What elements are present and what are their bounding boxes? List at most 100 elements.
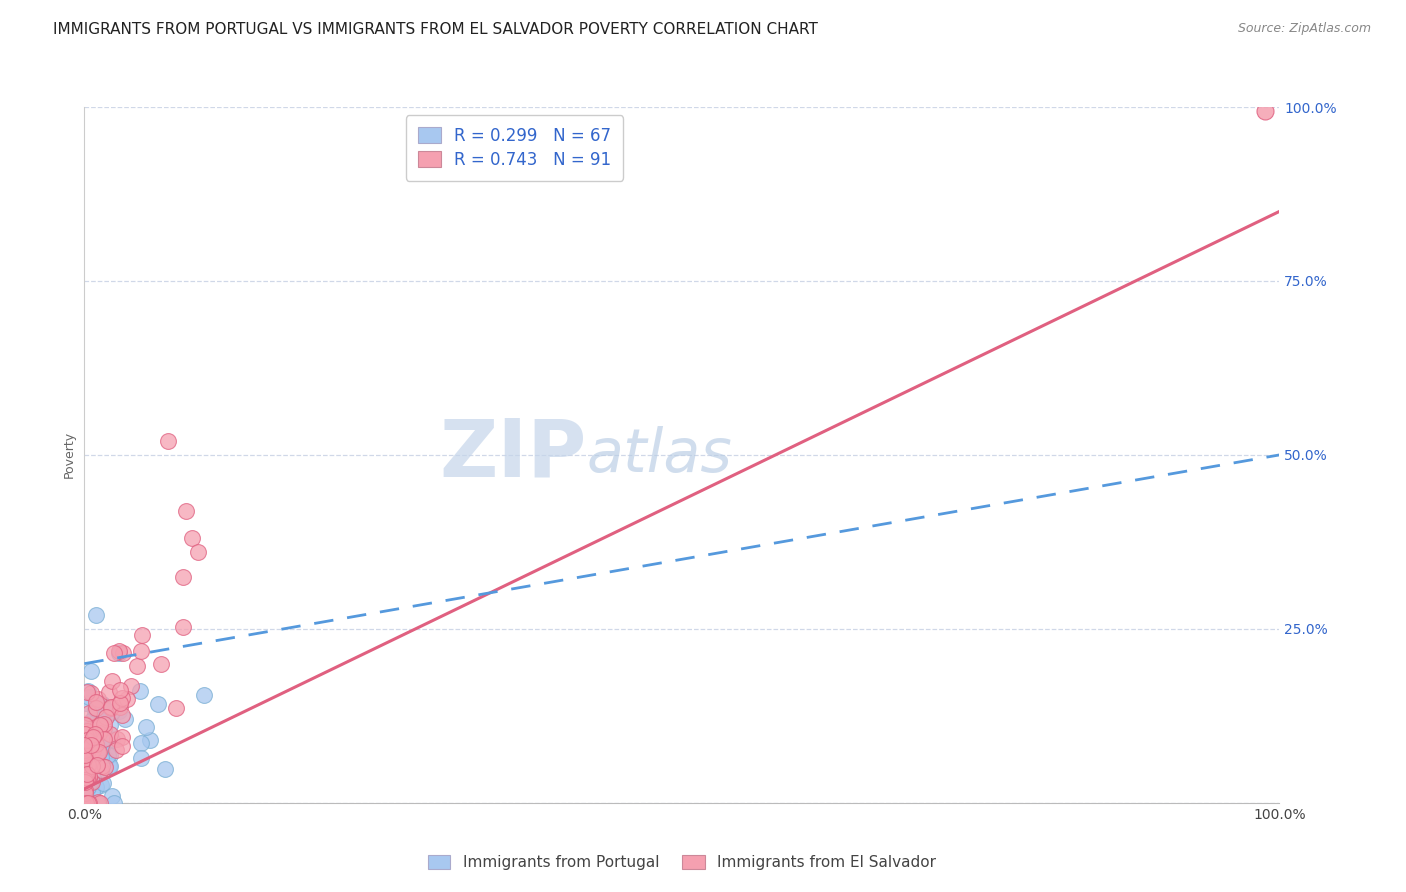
Point bbox=[87, 718, 110, 732]
Point bbox=[77, 769, 100, 783]
Point bbox=[77, 690, 100, 704]
Point bbox=[96, 752, 118, 766]
Point bbox=[129, 736, 152, 750]
Point bbox=[100, 732, 122, 747]
Point bbox=[90, 749, 112, 764]
Point bbox=[73, 717, 96, 731]
Point bbox=[187, 545, 209, 559]
Point bbox=[76, 738, 98, 752]
Point bbox=[101, 732, 124, 747]
Point bbox=[77, 684, 100, 698]
Point bbox=[93, 721, 115, 735]
Point bbox=[103, 646, 125, 660]
Point bbox=[103, 796, 125, 810]
Point bbox=[87, 726, 110, 740]
Point bbox=[75, 748, 97, 763]
Point bbox=[91, 698, 114, 712]
Point bbox=[84, 706, 107, 721]
Point bbox=[91, 776, 114, 790]
Point bbox=[115, 692, 138, 706]
Point bbox=[90, 764, 112, 778]
Point bbox=[75, 762, 97, 776]
Point bbox=[77, 771, 100, 785]
Point bbox=[91, 697, 114, 711]
Point bbox=[94, 703, 117, 717]
Point bbox=[98, 718, 121, 732]
Point bbox=[89, 747, 111, 761]
Point bbox=[86, 746, 108, 760]
Point bbox=[73, 748, 96, 763]
Point bbox=[111, 691, 134, 706]
Point bbox=[73, 757, 96, 772]
Point bbox=[77, 757, 100, 772]
Point bbox=[87, 720, 110, 734]
Point bbox=[73, 738, 96, 752]
Point bbox=[84, 727, 107, 741]
Point bbox=[73, 740, 96, 755]
Point bbox=[86, 757, 108, 772]
Point bbox=[181, 532, 204, 546]
Point bbox=[75, 753, 97, 767]
Text: atlas: atlas bbox=[586, 425, 733, 484]
Point bbox=[111, 707, 134, 722]
Point bbox=[77, 796, 100, 810]
Point bbox=[93, 717, 115, 731]
Point bbox=[80, 721, 103, 735]
Point bbox=[100, 700, 122, 714]
Point bbox=[98, 726, 121, 740]
Point bbox=[1254, 103, 1277, 118]
Point bbox=[129, 750, 152, 764]
Point bbox=[75, 736, 97, 750]
Point bbox=[86, 747, 108, 762]
Point bbox=[107, 644, 129, 658]
Point bbox=[76, 746, 98, 760]
Point bbox=[73, 769, 96, 783]
Point bbox=[77, 780, 100, 795]
Point bbox=[90, 778, 112, 792]
Point bbox=[98, 759, 121, 773]
Point bbox=[73, 783, 96, 797]
Point bbox=[157, 434, 180, 448]
Y-axis label: Poverty: Poverty bbox=[63, 432, 76, 478]
Point bbox=[100, 700, 122, 714]
Point bbox=[79, 772, 101, 787]
Point bbox=[89, 710, 111, 724]
Point bbox=[82, 731, 104, 745]
Point bbox=[73, 765, 96, 780]
Legend: Immigrants from Portugal, Immigrants from El Salvador: Immigrants from Portugal, Immigrants fro… bbox=[422, 848, 942, 877]
Point bbox=[76, 782, 98, 797]
Point bbox=[146, 697, 169, 711]
Text: IMMIGRANTS FROM PORTUGAL VS IMMIGRANTS FROM EL SALVADOR POVERTY CORRELATION CHAR: IMMIGRANTS FROM PORTUGAL VS IMMIGRANTS F… bbox=[53, 22, 818, 37]
Point bbox=[86, 796, 108, 810]
Point bbox=[105, 732, 128, 747]
Text: ZIP: ZIP bbox=[439, 416, 586, 494]
Point bbox=[100, 674, 122, 689]
Point bbox=[104, 743, 127, 757]
Point bbox=[80, 664, 103, 678]
Point bbox=[101, 705, 124, 719]
Point bbox=[79, 723, 101, 737]
Point bbox=[75, 796, 97, 810]
Point bbox=[73, 759, 96, 773]
Text: Source: ZipAtlas.com: Source: ZipAtlas.com bbox=[1237, 22, 1371, 36]
Point bbox=[91, 759, 114, 773]
Point bbox=[73, 723, 96, 737]
Point bbox=[77, 796, 100, 810]
Point bbox=[172, 570, 194, 584]
Point bbox=[76, 723, 98, 738]
Point bbox=[96, 748, 118, 763]
Point bbox=[75, 696, 97, 710]
Point bbox=[73, 742, 96, 756]
Point bbox=[193, 688, 215, 702]
Point bbox=[101, 789, 124, 803]
Point bbox=[77, 759, 100, 773]
Point bbox=[80, 714, 103, 728]
Point bbox=[165, 701, 187, 715]
Point bbox=[86, 607, 108, 622]
Point bbox=[89, 738, 111, 752]
Point bbox=[111, 646, 134, 660]
Point bbox=[108, 646, 131, 660]
Point bbox=[108, 696, 131, 710]
Point bbox=[73, 761, 96, 775]
Point bbox=[75, 717, 97, 731]
